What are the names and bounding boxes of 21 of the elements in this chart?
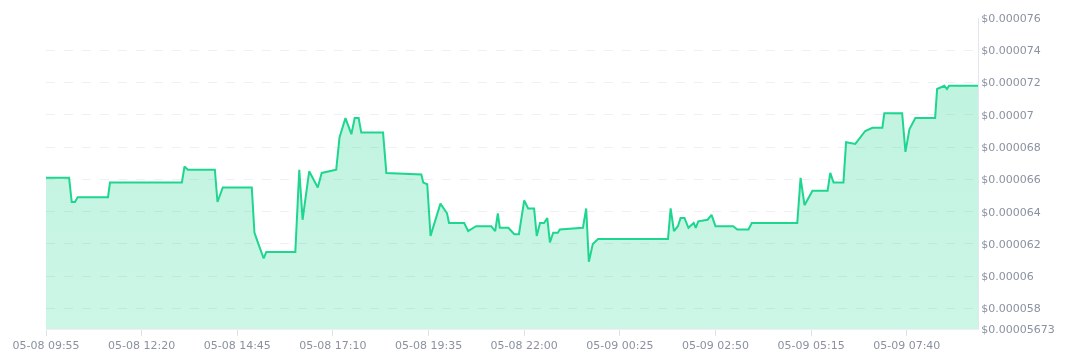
y-tick-label: $0.000074 [981,44,1041,58]
x-tick-label: 05-08 14:45 [203,339,271,353]
y-tick-label: $0.00007 [981,108,1034,122]
x-tick-label: 05-08 17:10 [299,339,367,353]
y-tick-label: $0.000058 [981,302,1041,316]
y-tick-label: $0.000076 [981,11,1041,25]
y-tick-label: $0.000066 [981,173,1041,187]
y-tick-label: $0.000072 [981,76,1041,90]
x-tick-label: 05-08 22:00 [490,339,558,353]
y-tick-label: $0.000068 [981,140,1041,154]
y-tick-label: $0.00006 [981,270,1034,284]
x-tick-label: 05-08 09:55 [12,339,80,353]
y-tick-label: $0.000064 [981,205,1041,219]
x-tick-label: 05-08 19:35 [394,339,463,353]
x-tick-label: 05-09 02:50 [681,339,750,353]
y-tick-label: $0.000062 [981,237,1041,251]
y-tick-label: $0.00005673 [981,322,1055,336]
x-tick-label: 05-09 07:40 [873,339,941,353]
x-tick-label: 05-09 00:25 [586,339,654,353]
x-tick-label: 05-08 12:20 [108,339,176,353]
x-tick-label: 05-09 05:15 [777,339,845,353]
